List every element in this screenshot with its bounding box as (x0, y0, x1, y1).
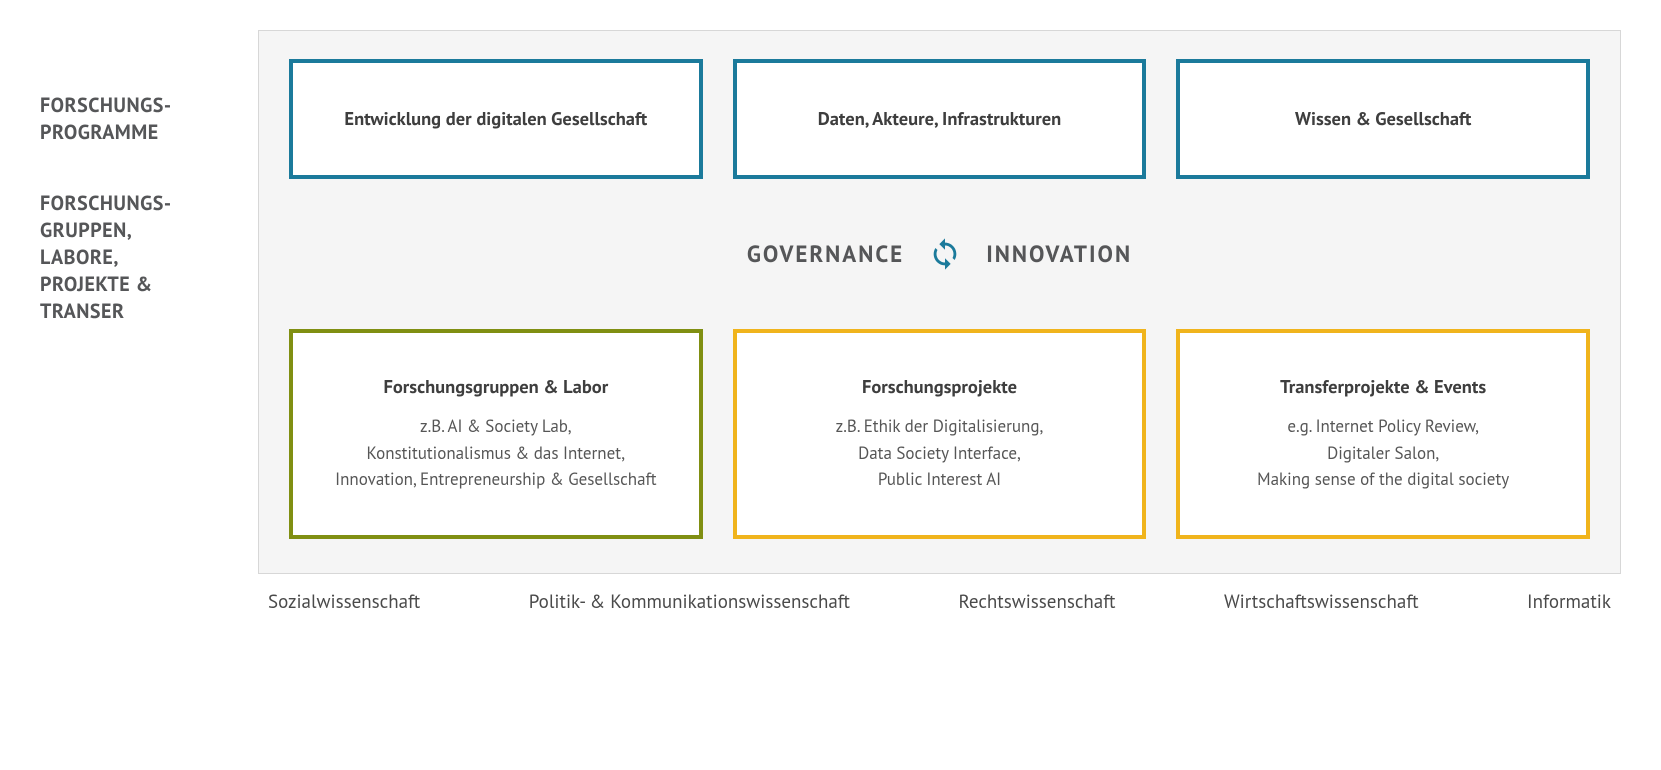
group-sub-2: e.g. Internet Policy Review,Digitaler Sa… (1257, 413, 1509, 492)
discipline-4: Informatik (1527, 590, 1611, 614)
discipline-0: Sozialwissenschaft (268, 590, 420, 614)
group-title-1: Forschungsprojekte (862, 375, 1017, 399)
group-box-1: Forschungsprojekte z.B. Ethik der Digita… (733, 329, 1147, 539)
discipline-2: Rechtswissenschaft (959, 590, 1116, 614)
side-label-programme: FORSCHUNGS-PROGRAMME (40, 92, 240, 146)
side-label-gruppen: FORSCHUNGS-GRUPPEN,LABORE,PROJEKTE &TRAN… (40, 190, 240, 325)
top-row: Entwicklung der digitalen Gesellschaft D… (289, 59, 1590, 179)
group-box-0: Forschungsgruppen & Labor z.B. AI & Soci… (289, 329, 703, 539)
group-sub-0: z.B. AI & Society Lab,Konstitutionalismu… (335, 413, 656, 492)
group-box-2: Transferprojekte & Events e.g. Internet … (1176, 329, 1590, 539)
programme-title-1: Daten, Akteure, Infrastrukturen (818, 107, 1061, 131)
sync-icon (928, 237, 962, 271)
programme-box-2: Wissen & Gesellschaft (1176, 59, 1590, 179)
bottom-row: Forschungsgruppen & Labor z.B. AI & Soci… (289, 329, 1590, 539)
discipline-1: Politik- & Kommunikationswissenschaft (529, 590, 850, 614)
programme-title-2: Wissen & Gesellschaft (1295, 107, 1471, 131)
diagram-wrap: FORSCHUNGS-PROGRAMME FORSCHUNGS-GRUPPEN,… (40, 30, 1621, 614)
mid-right-text: INNOVATION (986, 240, 1132, 269)
disciplines-row: Sozialwissenschaft Politik- & Kommunikat… (258, 574, 1621, 614)
programme-box-1: Daten, Akteure, Infrastrukturen (733, 59, 1147, 179)
programme-box-0: Entwicklung der digitalen Gesellschaft (289, 59, 703, 179)
group-sub-1: z.B. Ethik der Digitalisierung,Data Soci… (836, 413, 1044, 492)
programme-title-0: Entwicklung der digitalen Gesellschaft (344, 107, 647, 131)
mid-left-text: GOVERNANCE (747, 240, 904, 269)
main-panel: Entwicklung der digitalen Gesellschaft D… (258, 30, 1621, 574)
group-title-2: Transferprojekte & Events (1280, 375, 1486, 399)
group-title-0: Forschungsgruppen & Labor (383, 375, 608, 399)
middle-banner: GOVERNANCE INNOVATION (289, 237, 1590, 271)
discipline-3: Wirtschaftswissenschaft (1224, 590, 1419, 614)
